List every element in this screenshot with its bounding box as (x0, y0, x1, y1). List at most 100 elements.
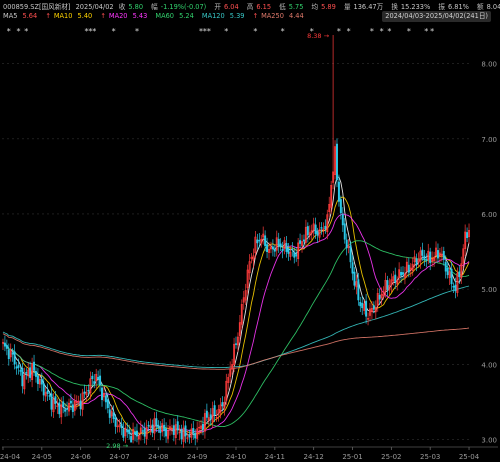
candle-body (50, 393, 53, 410)
candle-body (128, 429, 131, 435)
candle-body (388, 285, 391, 291)
candle-body (314, 224, 317, 234)
candle-body (23, 374, 26, 390)
ma5-legend: MA5 5.64 (3, 12, 38, 20)
candle-body (202, 423, 204, 430)
candle-body (293, 251, 296, 258)
candle-body (295, 254, 298, 257)
candle-body (114, 417, 117, 427)
candle-body (134, 431, 137, 435)
candle-body (215, 416, 218, 419)
event-star-marker: * (281, 27, 285, 36)
candle-body (446, 267, 449, 276)
event-star-marker: * (370, 27, 374, 36)
candle-body (167, 430, 170, 439)
candle-body (219, 404, 222, 413)
candle-body (77, 400, 80, 403)
candle-body (335, 143, 338, 180)
candle-body (93, 381, 96, 384)
candle-body (213, 405, 216, 416)
candle-body (355, 281, 358, 288)
ma60-legend: MA60 5.24 (155, 12, 194, 20)
candle-body (444, 262, 447, 272)
candle-body (386, 280, 389, 290)
candle-body (405, 261, 408, 272)
candle-body (163, 424, 166, 431)
candle-body (337, 181, 340, 202)
candle-body (153, 418, 156, 434)
event-star-marker: * (199, 27, 203, 36)
candle-body (104, 395, 107, 403)
candle-body (101, 387, 103, 401)
candle-body (68, 402, 70, 412)
x-tick-label: 24-04 (0, 453, 21, 461)
candle-body (320, 227, 323, 229)
candle-body (316, 231, 319, 236)
event-star-marker: * (424, 27, 428, 36)
candle-body (248, 261, 251, 274)
candle-body (425, 259, 428, 261)
candle-body (310, 230, 313, 234)
candle-body (1, 342, 4, 344)
candle-body (137, 435, 140, 440)
candle-body (99, 375, 102, 386)
candle-body (233, 343, 236, 365)
date-range-badge[interactable]: 2024/04/03-2025/04/02(241日) (382, 11, 491, 22)
candle-body (306, 226, 309, 236)
candle-body (87, 390, 90, 392)
quote-header: 000859.SZ[国风新材] 2025/04/02 收 5.80 幅 -1.19%… (3, 2, 500, 13)
event-star-marker: * (88, 27, 92, 36)
event-star-marker: * (380, 27, 384, 36)
candle-body (347, 245, 350, 248)
candle-body (95, 373, 98, 381)
candle-body (345, 239, 348, 249)
candle-body (361, 303, 364, 309)
candle-body (413, 256, 416, 263)
candle-body (200, 425, 203, 429)
candle-body (285, 243, 288, 252)
candle-body (396, 279, 399, 285)
candle-body (271, 246, 274, 250)
event-star-marker: * (337, 27, 341, 36)
x-axis: 24-04 24-05 24-06 24-07 24-08 24-09 24-10 24-11… (0, 447, 480, 461)
x-tick-label: 24-11 (265, 453, 285, 461)
candle-body (279, 243, 282, 248)
candle-body (192, 428, 195, 434)
candle-body (302, 239, 305, 242)
candle-body (268, 249, 270, 253)
candle-body (370, 308, 373, 313)
event-star-marker: * (253, 27, 257, 36)
candle-body (407, 264, 410, 273)
candle-body (384, 279, 387, 291)
candle-body (157, 424, 160, 429)
candle-body (460, 263, 463, 278)
candle-body (110, 411, 113, 417)
event-star-marker: * (387, 27, 391, 36)
candle-body (390, 279, 393, 286)
amplitude-field: 振 6.81% (438, 3, 469, 11)
candle-body (378, 294, 381, 300)
candle-body (145, 426, 148, 439)
candle-body (367, 318, 370, 320)
candle-body (194, 433, 197, 439)
candle-body (436, 250, 439, 259)
candle-body (400, 271, 403, 276)
candle-body (161, 423, 164, 432)
candle-body (58, 402, 61, 415)
candle-body (417, 259, 420, 263)
candle-body (151, 424, 154, 433)
candle-body (155, 418, 158, 426)
candle-body (229, 368, 232, 377)
candle-body (376, 293, 379, 306)
candle-body (242, 297, 245, 303)
candle-body (35, 371, 37, 377)
x-tick-label: 24-06 (70, 453, 91, 461)
candle-body (5, 344, 8, 349)
candle-body (266, 244, 269, 253)
candle-body (334, 146, 337, 175)
volume-field: 量 136.47万 (343, 3, 384, 11)
candle-body (135, 430, 138, 437)
candle-body (89, 378, 92, 394)
candle-body (40, 379, 43, 385)
